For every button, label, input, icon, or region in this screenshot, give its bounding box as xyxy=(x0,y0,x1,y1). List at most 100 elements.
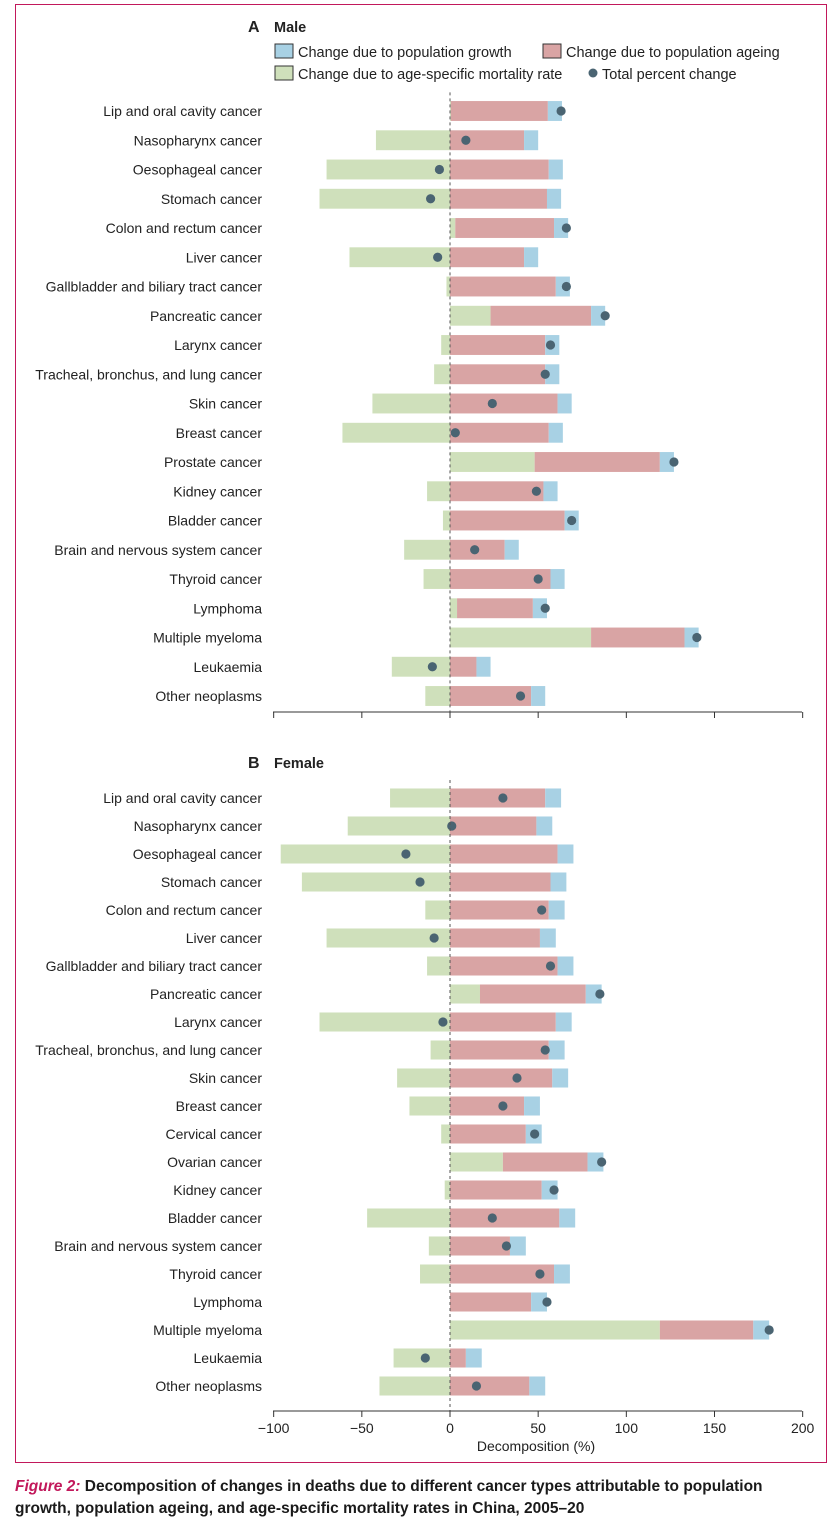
bar-segment-population-growth xyxy=(532,598,547,619)
bar-row: Skin cancer xyxy=(189,1068,569,1088)
bar-segment-population-ageing xyxy=(490,305,592,326)
category-label: Bladder cancer xyxy=(168,1210,263,1226)
panel-letter: A xyxy=(248,19,260,36)
total-change-marker xyxy=(438,1017,448,1027)
bar-row: Cervical cancer xyxy=(166,1124,542,1144)
x-tick-label: −100 xyxy=(258,1420,290,1436)
bar-segment-population-growth xyxy=(554,1264,570,1284)
category-label: Colon and rectum cancer xyxy=(106,902,263,918)
bar-segment-mortality-rate xyxy=(347,816,450,836)
category-label: Ovarian cancer xyxy=(167,1154,262,1170)
bar-segment-population-growth xyxy=(684,627,699,648)
bar-segment-mortality-rate xyxy=(441,335,450,355)
category-label: Cervical cancer xyxy=(166,1126,263,1142)
bar-row: Liver cancer xyxy=(186,247,539,268)
total-change-marker xyxy=(470,545,480,555)
category-label: Leukaemia xyxy=(194,1350,263,1366)
bar-segment-mortality-rate xyxy=(434,364,450,385)
bar-segment-mortality-rate xyxy=(367,1208,450,1228)
bar-row: Kidney cancer xyxy=(173,1180,559,1200)
bar-segment-population-ageing xyxy=(450,393,558,414)
bar-segment-population-growth xyxy=(557,844,574,864)
bar-segment-population-ageing xyxy=(450,569,551,589)
bar-row: Bladder cancer xyxy=(168,1208,576,1228)
bar-segment-population-growth xyxy=(547,101,562,121)
bar-segment-population-ageing xyxy=(450,1236,510,1256)
bar-segment-mortality-rate xyxy=(280,844,450,864)
bar-row: Lymphoma xyxy=(193,1292,552,1312)
bar-segment-population-growth xyxy=(529,1376,546,1396)
bar-segment-mortality-rate xyxy=(390,788,450,808)
bar-segment-population-growth xyxy=(552,1068,569,1088)
total-change-marker xyxy=(535,1269,545,1279)
bar-segment-population-ageing xyxy=(450,247,525,268)
bar-segment-mortality-rate xyxy=(301,872,450,892)
bar-row: Brain and nervous system cancer xyxy=(54,1236,526,1256)
bar-row: Pancreatic cancer xyxy=(150,984,605,1004)
bar-segment-population-growth xyxy=(550,872,567,892)
legend-label-total: Total percent change xyxy=(602,67,737,83)
bar-segment-population-ageing xyxy=(450,1180,542,1200)
bar-segment-mortality-rate xyxy=(425,686,450,706)
bar-segment-population-growth xyxy=(587,1152,604,1172)
category-label: Brain and nervous system cancer xyxy=(54,1238,262,1254)
bar-segment-population-ageing xyxy=(457,598,533,619)
bar-segment-population-growth xyxy=(509,1236,526,1256)
bar-row: Liver cancer xyxy=(186,928,556,948)
bar-row: Nasopharynx cancer xyxy=(134,130,539,151)
bar-segment-population-ageing xyxy=(450,364,546,385)
figure-label: Figure 2: xyxy=(15,1478,81,1495)
category-label: Tracheal, bronchus, and lung cancer xyxy=(35,366,262,382)
bar-segment-population-ageing xyxy=(502,1152,588,1172)
total-change-marker xyxy=(501,1241,512,1251)
total-change-marker xyxy=(600,311,610,321)
total-change-marker xyxy=(561,223,571,233)
bar-row: Lymphoma xyxy=(193,598,550,619)
panel-title: Male xyxy=(274,20,306,36)
bar-segment-population-growth xyxy=(524,1096,540,1116)
bar-segment-mortality-rate xyxy=(397,1068,450,1088)
bar-segment-population-growth xyxy=(504,539,519,560)
bar-segment-population-ageing xyxy=(450,1264,555,1284)
bar-row: Colon and rectum cancer xyxy=(106,218,571,238)
total-change-marker xyxy=(567,515,577,526)
bar-segment-population-growth xyxy=(557,956,574,976)
bar-row: Breast cancer xyxy=(176,422,563,443)
category-label: Stomach cancer xyxy=(161,191,262,207)
x-tick-label: 150 xyxy=(703,1420,727,1436)
bar-segment-population-growth xyxy=(659,452,674,472)
category-label: Gallbladder and biliary tract cancer xyxy=(46,279,263,295)
bar-segment-population-ageing xyxy=(450,686,532,706)
bar-segment-mortality-rate xyxy=(379,1376,450,1396)
total-change-marker xyxy=(556,106,566,116)
bar-segment-population-growth xyxy=(531,686,546,706)
category-label: Brain and nervous system cancer xyxy=(54,542,262,558)
total-change-marker xyxy=(512,1073,522,1083)
legend-label-mortality-rate: Change due to age-specific mortality rat… xyxy=(298,67,562,83)
bar-row: Stomach cancer xyxy=(161,872,567,892)
category-label: Breast cancer xyxy=(176,1098,263,1114)
legend-marker-total xyxy=(588,68,598,78)
bar-segment-population-ageing xyxy=(450,1208,560,1228)
bar-segment-population-ageing xyxy=(659,1320,754,1340)
total-change-marker xyxy=(692,632,702,643)
bar-segment-population-growth xyxy=(548,900,565,920)
total-change-marker xyxy=(545,340,556,350)
bar-segment-mortality-rate xyxy=(319,188,450,209)
bar-segment-mortality-rate xyxy=(441,1124,450,1144)
bar-segment-population-growth xyxy=(591,305,606,326)
bar-row: Lip and oral cavity cancer xyxy=(103,101,566,121)
category-label: Oesophageal cancer xyxy=(133,846,263,862)
total-change-marker xyxy=(461,135,471,145)
bar-row: Tracheal, bronchus, and lung cancer xyxy=(35,364,560,385)
bar-segment-mortality-rate xyxy=(450,627,592,648)
category-label: Liver cancer xyxy=(186,930,263,946)
category-label: Bladder cancer xyxy=(168,513,263,529)
bar-segment-population-ageing xyxy=(450,1124,526,1144)
x-axis-title: Decomposition (%) xyxy=(477,1438,595,1454)
bar-segment-population-ageing xyxy=(450,422,549,443)
bar-segment-population-ageing xyxy=(450,788,546,808)
total-change-marker xyxy=(498,1101,508,1111)
bar-row: Bladder cancer xyxy=(168,510,579,531)
figure-caption-text: Decomposition of changes in deaths due t… xyxy=(15,1478,763,1517)
